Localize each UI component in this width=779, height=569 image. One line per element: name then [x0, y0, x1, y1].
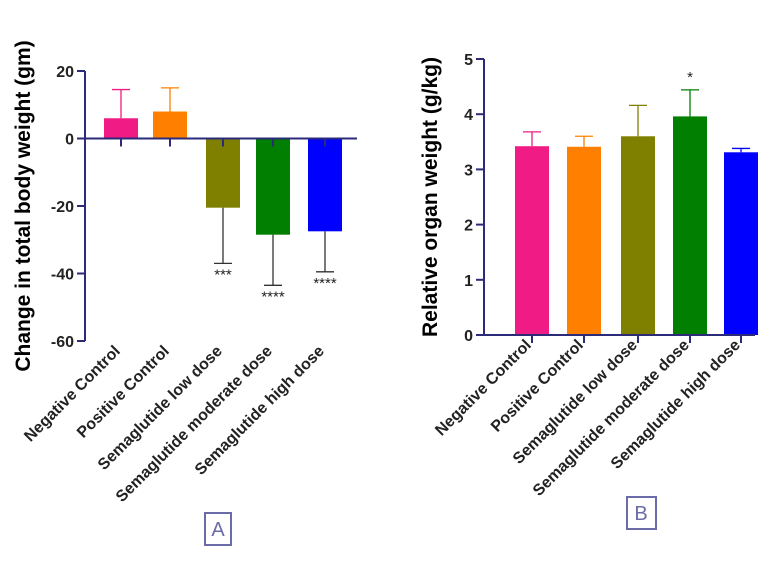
y-tick-label: 0: [464, 328, 473, 345]
y-tick-label: -20: [51, 199, 74, 216]
y-tick-label: 4: [464, 107, 473, 124]
y-tick-label: 2: [464, 218, 473, 235]
significance-label-4: ****: [261, 288, 285, 305]
category-label-2: Positive Control: [488, 337, 587, 436]
y-tick-label: -40: [51, 267, 74, 284]
y-axis-title: Change in total body weight (gm): [12, 40, 35, 371]
bar-1: [104, 118, 138, 139]
significance-label-3: ***: [214, 266, 232, 283]
y-tick-label: 0: [65, 132, 74, 149]
panel-b-label-box: B: [626, 496, 657, 530]
category-label-2: Positive Control: [74, 343, 173, 442]
y-tick-label: 1: [464, 273, 473, 290]
bar-5: [724, 152, 758, 335]
y-tick-label: 5: [464, 52, 473, 69]
panel-b-label: B: [634, 503, 647, 525]
bar-3: [206, 138, 240, 208]
bar-4: [673, 116, 707, 336]
significance-label-4: *: [687, 69, 693, 86]
bar-2: [153, 111, 187, 139]
category-label-1: Negative Control: [432, 337, 535, 440]
bar-5: [308, 138, 342, 232]
y-axis-title: Relative organ weight (g/kg): [419, 57, 442, 337]
bar-1: [515, 146, 549, 335]
bar-3: [621, 136, 655, 335]
panel-a-label-box: A: [204, 512, 232, 546]
panel-a-label: A: [211, 519, 225, 541]
bar-4: [256, 138, 290, 235]
y-tick-label: -60: [51, 334, 74, 351]
y-tick-label: 3: [464, 162, 473, 179]
y-tick-label: 20: [56, 64, 74, 81]
significance-label-5: ****: [313, 275, 337, 292]
bar-2: [567, 146, 601, 335]
